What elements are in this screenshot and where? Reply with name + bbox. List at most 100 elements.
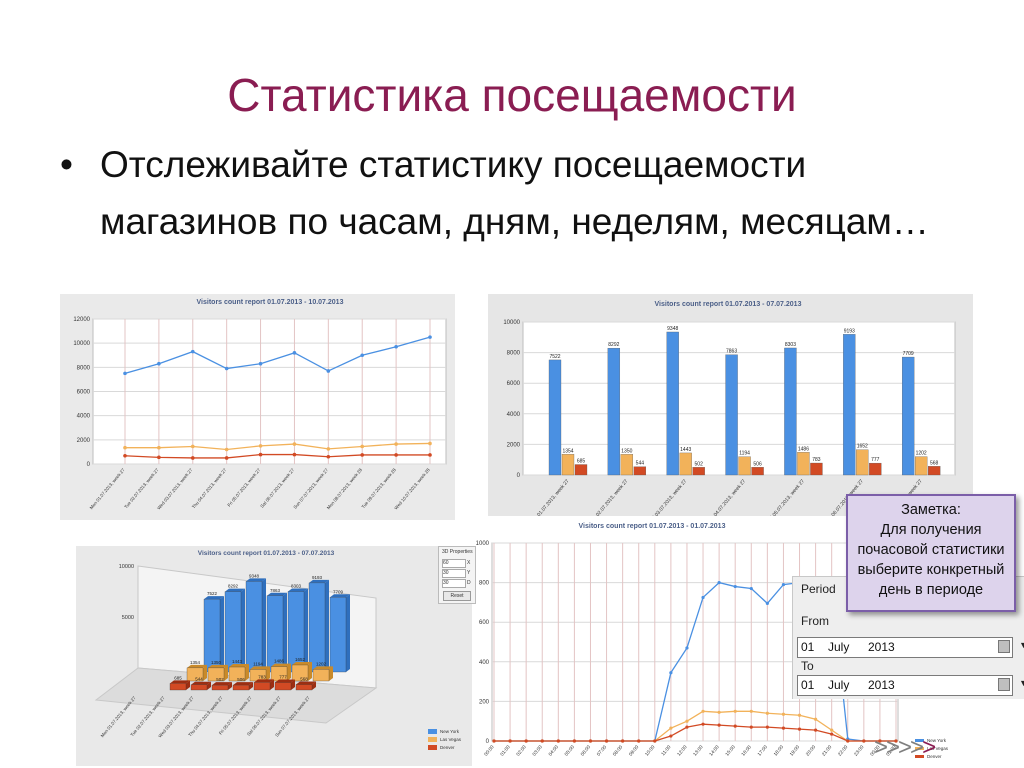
x-tick-label: 22:00 — [837, 744, 850, 757]
bar-side-new-york — [325, 579, 329, 672]
depth-input[interactable]: 30 — [442, 579, 466, 588]
point-las-vegas — [258, 444, 263, 448]
data-label-new-york: 9193 — [844, 328, 855, 334]
point-denver — [781, 726, 786, 730]
bar-top-denver — [212, 682, 232, 686]
data-label-denver: 502 — [695, 461, 704, 467]
y-tick-label: 0 — [517, 473, 521, 479]
bar-las-vegas — [738, 456, 751, 476]
chart-line-daily: Visitors count report 01.07.2013 - 10.07… — [73, 299, 447, 511]
point-denver — [621, 739, 625, 743]
data-label-las-vegas: 1652 — [295, 657, 306, 662]
legend-swatch-denver — [915, 755, 924, 758]
to-date-field[interactable]: 01 July 2013 ▼ — [797, 675, 1024, 696]
point-denver — [797, 727, 802, 731]
bar-top-denver — [254, 679, 274, 683]
chevron-down-icon[interactable]: ▼ — [1019, 678, 1024, 688]
point-denver — [878, 739, 882, 743]
data-label-las-vegas: 1354 — [190, 660, 201, 665]
x-tick-label: Tue 09.07.2013, week 28 — [361, 467, 398, 509]
point-denver — [224, 456, 229, 460]
calendar-icon[interactable] — [998, 678, 1010, 691]
to-year: 2013 — [868, 678, 895, 692]
bullet-list: • Отслеживайте статистику посещаемости м… — [60, 136, 980, 250]
bar-side-new-york — [283, 592, 287, 672]
x-tick-label: 03:00 — [531, 744, 544, 757]
bar-denver — [692, 467, 705, 476]
next-arrow-icon[interactable]: > — [922, 734, 937, 761]
x-tick-label: Mon 01.07.2013, week 27 — [89, 467, 126, 510]
bar-denver — [211, 684, 229, 691]
bar-side-las-vegas — [329, 666, 333, 681]
legend-swatch-las-vegas — [428, 737, 437, 742]
to-day: 01 — [801, 678, 815, 692]
x-tick-label: 13:00 — [692, 744, 705, 757]
bar-new-york — [245, 581, 263, 673]
point-denver — [428, 453, 432, 457]
point-las-vegas — [292, 442, 297, 446]
bar-top-las-vegas — [208, 664, 228, 668]
point-denver — [258, 452, 263, 457]
chart-bar-3d-panel: Visitors count report 01.07.2013 - 07.07… — [76, 546, 476, 766]
y-tick-label: 200 — [479, 699, 490, 705]
series-line-denver — [124, 453, 430, 459]
point-las-vegas — [701, 709, 705, 713]
note-callout: Заметка: Для получения почасовой статист… — [846, 494, 1016, 612]
bar-top-las-vegas — [271, 663, 291, 667]
calendar-icon[interactable] — [998, 640, 1010, 653]
bar-side-denver — [228, 682, 232, 690]
y-tick-label: 5000 — [122, 615, 134, 621]
bar-new-york — [666, 331, 679, 476]
bar-denver — [810, 462, 823, 476]
from-date-field[interactable]: 01 July 2013 ▼ — [797, 637, 1024, 658]
data-label-new-york: 7522 — [549, 354, 560, 360]
point-denver — [669, 734, 673, 738]
properties-title: 3D Properties — [442, 549, 473, 555]
data-label-denver: 502 — [216, 677, 224, 682]
point-denver — [524, 739, 528, 743]
x-tick-label: 12:00 — [676, 744, 689, 757]
bar-denver — [751, 467, 764, 476]
y-tick-label: 2000 — [507, 442, 521, 448]
from-year: 2013 — [868, 640, 895, 654]
point-las-vegas — [360, 444, 365, 449]
chevron-down-icon[interactable]: ▼ — [1019, 640, 1024, 650]
bar-new-york — [607, 347, 621, 476]
x-tick-label: 16:00 — [740, 744, 753, 757]
legend-swatch-new-york — [915, 739, 924, 742]
x-tick-label: 07:00 — [596, 744, 609, 757]
to-label: To — [801, 659, 814, 673]
point-las-vegas — [123, 445, 127, 450]
bar-top-denver — [191, 681, 211, 685]
x-tick-label: 23:00 — [853, 744, 866, 757]
bar-las-vegas — [797, 452, 810, 476]
data-label-las-vegas: 1354 — [562, 448, 573, 454]
point-denver — [572, 739, 576, 743]
bar-new-york — [725, 354, 738, 476]
legend-swatch-denver — [428, 745, 437, 750]
y-tick-label: 0 — [87, 462, 91, 468]
bar-las-vegas — [561, 454, 575, 476]
point-new-york — [360, 353, 365, 358]
x-tick-label: 02:00 — [515, 744, 528, 757]
y-tick-label: 2000 — [77, 438, 91, 444]
point-denver — [765, 725, 769, 729]
bar-las-vegas — [228, 666, 246, 682]
series-line-denver — [494, 723, 896, 742]
point-las-vegas — [749, 709, 753, 713]
point-las-vegas — [394, 442, 398, 446]
reset-button[interactable]: Reset — [443, 591, 471, 601]
y-angle-input[interactable]: 30 — [442, 569, 466, 578]
slide-title: Статистика посещаемости — [227, 69, 797, 121]
x-tick-label: 09:00 — [628, 744, 641, 757]
bar-top-new-york — [246, 578, 266, 582]
bar-side-new-york — [346, 594, 350, 672]
point-new-york — [157, 361, 161, 366]
point-denver — [733, 724, 737, 728]
next-slide-arrows[interactable]: >>>>> — [874, 734, 936, 762]
x-angle-input[interactable]: 60 — [442, 559, 466, 568]
data-label-denver: 506 — [237, 677, 245, 682]
point-denver — [394, 453, 398, 457]
data-label-las-vegas: 1350 — [211, 660, 222, 665]
bar-new-york — [901, 356, 915, 476]
